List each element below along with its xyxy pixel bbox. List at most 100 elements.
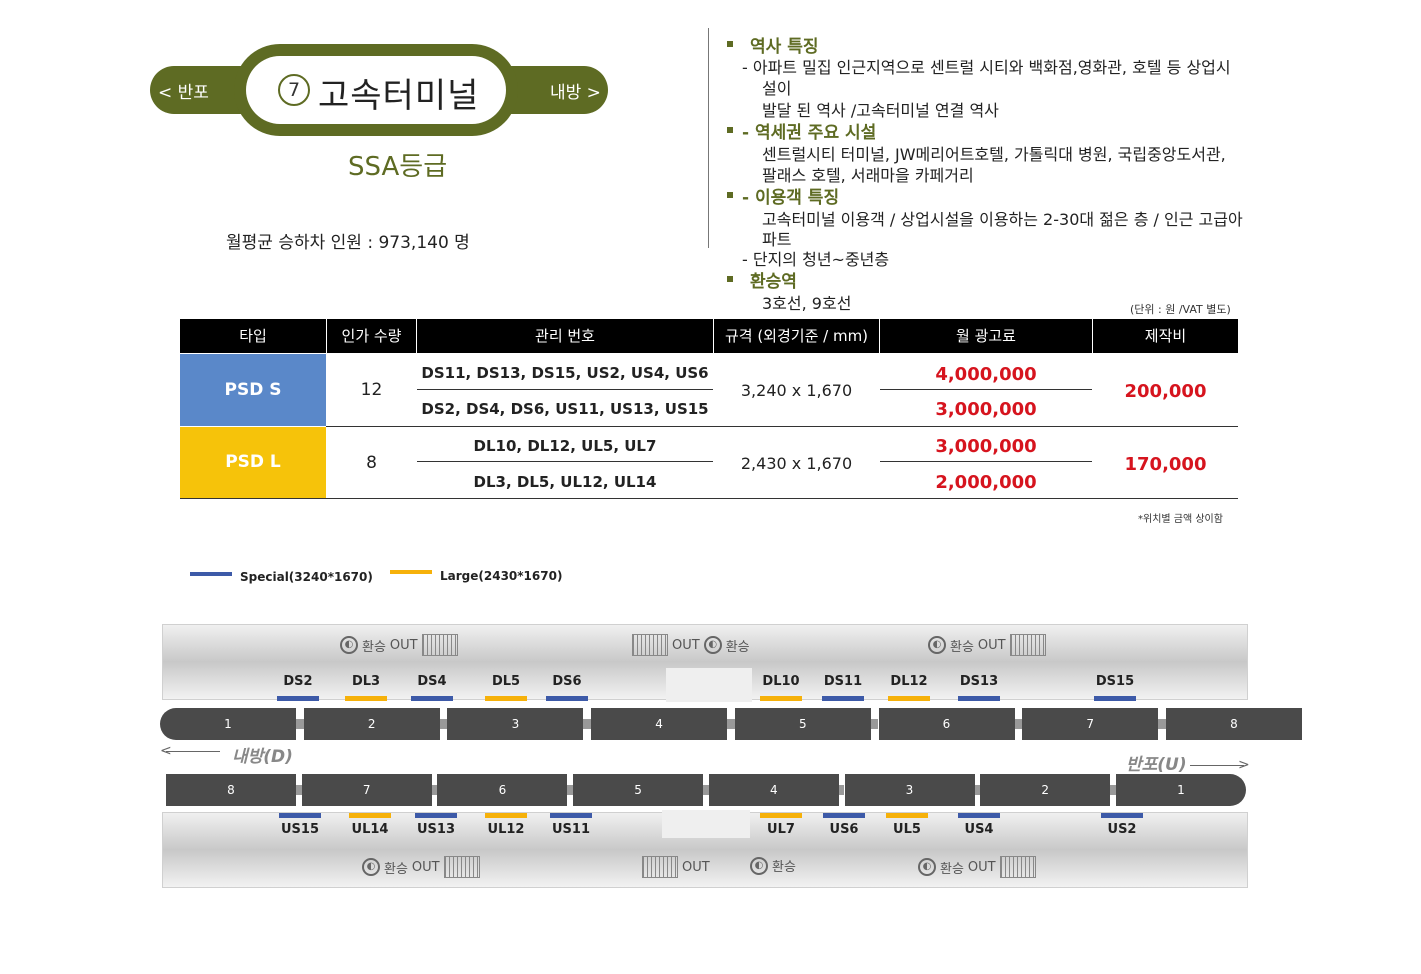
stairs-icon	[421, 634, 458, 656]
cell-divider	[417, 461, 713, 462]
out-label: OUT	[682, 859, 710, 875]
out-label: OUT	[967, 859, 996, 875]
train-coupler	[439, 719, 448, 729]
top-door-marker	[760, 696, 802, 701]
stairs-icon	[632, 634, 668, 656]
transfer-label: 환승	[725, 639, 750, 655]
col-header-type: 타입	[180, 319, 326, 353]
transfer-label: 환승	[950, 639, 974, 655]
top-door-label: DS6	[552, 674, 582, 689]
top-door-label: DL3	[351, 674, 381, 689]
top-door-marker	[485, 696, 527, 701]
fee-cell: 3,000,000	[935, 399, 1037, 420]
bottom-door-label: US4	[964, 822, 994, 837]
bottom-door-label: US11	[551, 822, 590, 837]
info-line: 발달 된 역사 /고속터미널 연결 역사	[762, 101, 999, 120]
fee-cell: 4,000,000	[935, 364, 1037, 385]
stairs-icon	[443, 856, 480, 878]
next-station: 내방 >	[550, 83, 601, 103]
top-door-label: DL5	[491, 674, 521, 689]
info-line: - 아파트 밀집 인근지역으로 센트럴 시티와 백화점,영화관, 호텔 등 상업…	[742, 58, 1231, 77]
code-cell: DL10, DL12, UL5, UL7	[473, 437, 657, 455]
bullet-icon	[727, 276, 733, 282]
fee-cell: 2,000,000	[935, 472, 1037, 493]
bottom-door-marker	[886, 813, 928, 818]
train-coupler	[1158, 719, 1166, 729]
train-car: 7	[1022, 708, 1159, 740]
bottom-door-label: US6	[829, 822, 859, 837]
train-car: 4	[591, 708, 728, 740]
code-cell: DS2, DS4, DS6, US11, US13, US15	[421, 400, 709, 418]
train-coupler	[296, 785, 302, 795]
train-coupler	[838, 785, 845, 795]
top-door-marker	[546, 696, 588, 701]
bottom-door-marker	[279, 813, 321, 818]
info-line: 파트	[762, 230, 792, 249]
transfer-icon: ◐	[362, 858, 380, 876]
info-line: 팔래스 호텔, 서래마을 카페거리	[762, 166, 974, 185]
type-cell-psd-s: PSD S	[180, 354, 326, 426]
info-title-facilities: - 역세권 주요 시설	[742, 123, 877, 143]
bottom-door-marker	[349, 813, 391, 818]
train-coupler	[1014, 719, 1023, 729]
bullet-icon	[727, 127, 733, 133]
train-car: 8	[1165, 708, 1302, 740]
production-cell: 200,000	[1124, 381, 1207, 402]
row-divider	[326, 426, 1238, 427]
bottom-door-marker	[958, 813, 1000, 818]
code-cell: DS11, DS13, DS15, US2, US4, US6	[421, 364, 709, 382]
size-cell: 2,430 x 1,670	[740, 454, 853, 473]
bottom-door-marker	[823, 813, 865, 818]
exit-group: ◐ 환승 OUT	[928, 634, 1046, 656]
bottom-door-marker	[485, 813, 527, 818]
foot-note: *위치별 금액 상이함	[1138, 514, 1223, 525]
bottom-door-marker	[1101, 813, 1143, 818]
train-coupler	[974, 785, 981, 795]
type-cell-psd-l: PSD L	[180, 427, 326, 498]
transfer-icon: ◐	[340, 636, 358, 654]
size-cell: 3,240 x 1,670	[740, 381, 853, 400]
bottom-door-label: US15	[280, 822, 319, 837]
train-car: 2	[980, 774, 1111, 806]
col-header-qty: 인가 수량	[327, 319, 416, 353]
col-header-size: 규격 (외경기준 / mm)	[714, 319, 879, 353]
platform-gap	[666, 668, 752, 702]
bottom-door-label: US13	[416, 822, 455, 837]
train-car: 7	[301, 774, 432, 806]
stairs-icon	[999, 856, 1036, 878]
train-car: 5	[734, 708, 871, 740]
bottom-door-label: UL5	[893, 822, 921, 837]
row-divider	[180, 498, 1238, 499]
info-line: - 단지의 청년~중년층	[742, 250, 890, 269]
stairs-icon	[1009, 634, 1046, 656]
stairs-icon	[642, 856, 678, 878]
top-door-label: DS11	[823, 674, 863, 689]
station-grade: SSA등급	[348, 152, 448, 182]
info-line: 고속터미널 이용객 / 상업시설을 이용하는 2-30대 젊은 층 / 인근 고…	[762, 210, 1243, 229]
bottom-door-label: UL12	[487, 822, 525, 837]
train-coupler	[583, 719, 592, 729]
col-header-codes: 관리 번호	[417, 319, 713, 353]
train-car: 6	[878, 708, 1015, 740]
train-coupler	[567, 785, 574, 795]
arrow-right-icon	[1190, 765, 1244, 766]
train-coupler	[703, 785, 709, 795]
top-door-label: DL12	[890, 674, 928, 689]
info-title-station: 역사 특징	[750, 37, 819, 57]
cell-divider	[880, 389, 1092, 390]
info-title-transfer: 환승역	[750, 272, 797, 292]
qty-cell: 12	[360, 380, 383, 400]
direction-right-label: 반포(U)	[1126, 755, 1187, 775]
top-door-label: DS2	[283, 674, 313, 689]
out-label: OUT	[389, 637, 418, 653]
arrow-head-left-icon: <	[160, 743, 172, 759]
out-label: OUT	[672, 637, 700, 653]
qty-cell: 8	[366, 453, 377, 473]
info-divider	[708, 28, 709, 248]
top-door-marker	[277, 696, 319, 701]
train-coupler	[431, 785, 438, 795]
station-name: 고속터미널	[318, 76, 480, 116]
legend-large-label: Large(2430*1670)	[440, 569, 563, 583]
transfer-icon: ◐	[750, 856, 768, 875]
col-header-production: 제작비	[1093, 319, 1238, 353]
